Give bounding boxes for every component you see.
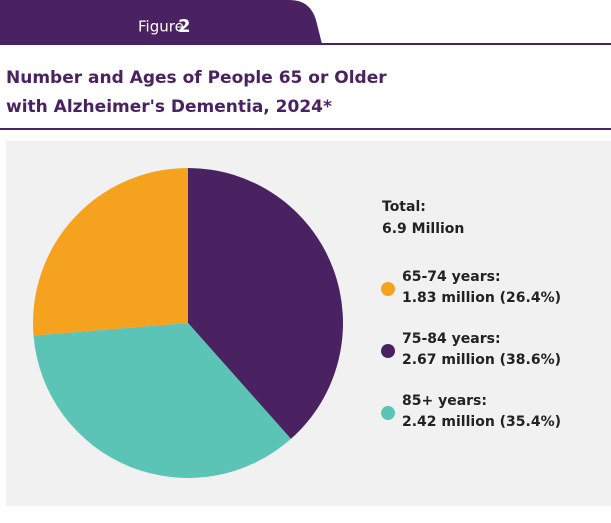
pie-slice bbox=[188, 168, 343, 439]
legend-label: 65-74 years: bbox=[402, 269, 501, 285]
value-label: 2.67 million (38.6%) bbox=[402, 352, 561, 368]
figure-number: 2 bbox=[178, 16, 191, 37]
legend-label: 85+ years: bbox=[402, 393, 487, 409]
legend-label: 75-84 years: bbox=[402, 331, 501, 347]
title-line: Number and Ages of People 65 or Older bbox=[6, 68, 387, 88]
total-label: Total: bbox=[382, 199, 426, 215]
figure-label: Figure bbox=[138, 18, 184, 36]
total-value: 6.9 Million bbox=[382, 221, 464, 237]
pie-slice bbox=[33, 323, 291, 478]
legend-swatch bbox=[381, 282, 395, 296]
pie-slice bbox=[33, 168, 189, 336]
value-label: 1.83 million (26.4%) bbox=[402, 290, 561, 306]
value-label: 2.42 million (35.4%) bbox=[402, 414, 561, 430]
legend-swatch bbox=[381, 406, 395, 420]
legend-swatch bbox=[381, 344, 395, 358]
figure-tab bbox=[0, 0, 322, 44]
title-line: with Alzheimer's Dementia, 2024* bbox=[6, 97, 332, 117]
